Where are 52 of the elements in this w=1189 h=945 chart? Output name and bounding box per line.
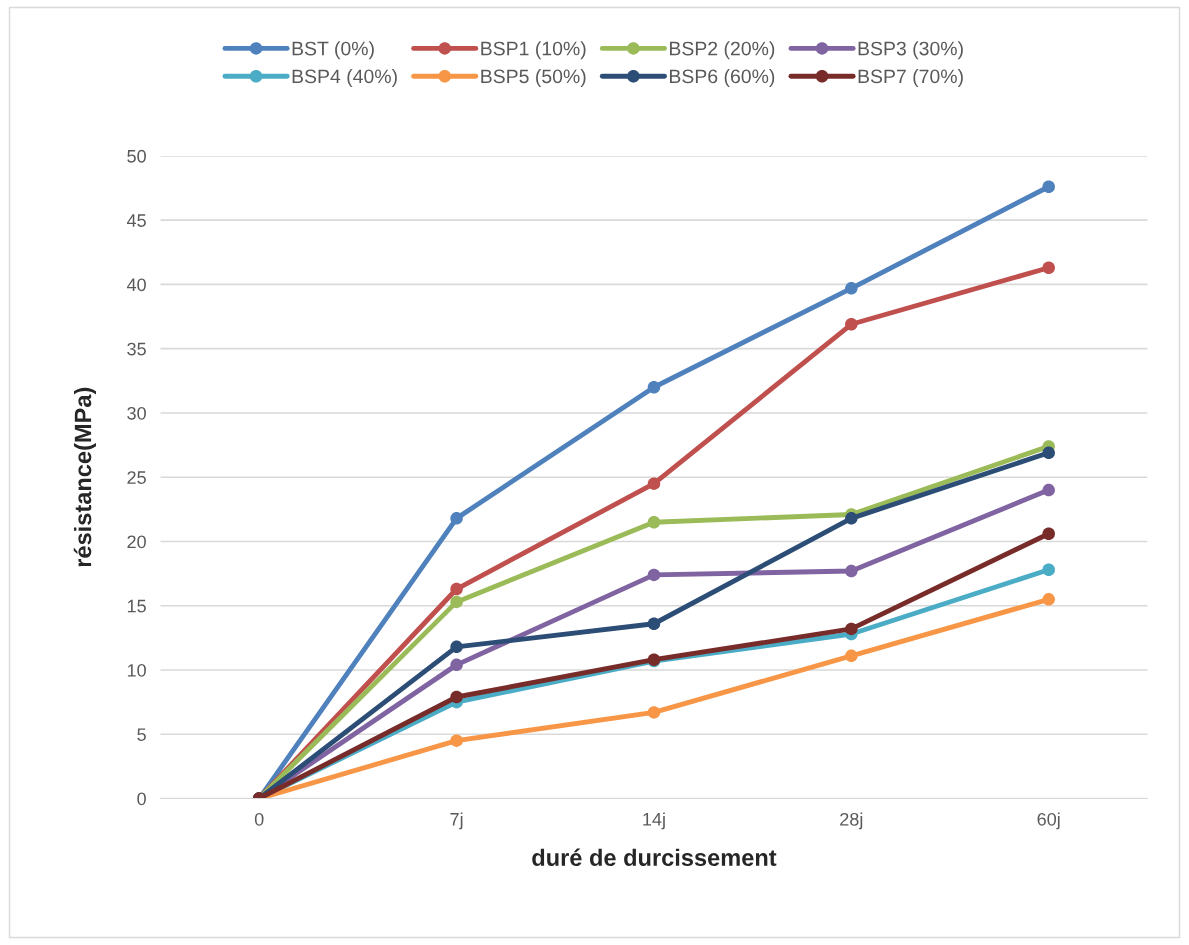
point — [845, 622, 858, 636]
legend-label: BST (0%) — [292, 41, 374, 60]
point — [450, 582, 463, 596]
legend-label: BSP2 (20%) — [669, 41, 775, 60]
y-tick-label: 35 — [127, 342, 146, 356]
y-tick-label: 45 — [126, 214, 146, 227]
point — [845, 318, 858, 331]
x-axis-title: duré de durcissement — [532, 848, 777, 867]
point — [647, 515, 661, 529]
point — [1042, 446, 1055, 460]
point — [647, 381, 661, 394]
legend-label: BSP1 (10%) — [481, 41, 586, 60]
point — [845, 564, 858, 578]
y-tick-label: 5 — [137, 728, 146, 741]
point — [450, 690, 463, 704]
point — [1042, 527, 1055, 541]
point — [845, 649, 858, 663]
point — [1042, 563, 1055, 577]
point — [647, 568, 661, 582]
point — [647, 477, 661, 490]
legend-label: BSP7 (70%) — [858, 68, 963, 88]
y-tick-label: 40 — [126, 278, 146, 292]
y-tick-label: 0 — [137, 792, 146, 806]
y-tick-label: 15 — [127, 599, 146, 613]
point — [845, 282, 858, 295]
point — [1042, 180, 1055, 194]
y-tick-label: 25 — [127, 471, 146, 484]
y-tick-label: 10 — [127, 663, 146, 677]
point — [647, 617, 661, 630]
y-axis-title: résistance(MPa) — [73, 387, 96, 567]
point — [450, 512, 463, 525]
point — [450, 658, 463, 672]
y-tick-label: 30 — [127, 406, 146, 420]
point — [450, 595, 463, 609]
point — [1042, 483, 1055, 497]
legend-label: BSP4 (40%) — [292, 68, 397, 88]
point — [450, 640, 463, 654]
point — [845, 512, 858, 525]
x-tick-label: 60j — [1037, 812, 1060, 830]
x-tick-label: 14j — [643, 812, 665, 830]
legend-label: BSP3 (30%) — [858, 41, 963, 60]
y-tick-label: 50 — [127, 149, 146, 163]
x-tick-label: 0 — [254, 812, 264, 826]
point — [1042, 261, 1055, 274]
point — [450, 734, 463, 747]
x-tick-label: 7j — [450, 812, 463, 830]
legend-label: BSP6 (60%) — [669, 68, 775, 88]
point — [1042, 593, 1055, 606]
point — [647, 706, 661, 719]
x-tick-label: 28j — [840, 812, 863, 830]
legend-label: BSP5 (50%) — [481, 68, 586, 88]
y-tick-label: 20 — [127, 535, 146, 549]
